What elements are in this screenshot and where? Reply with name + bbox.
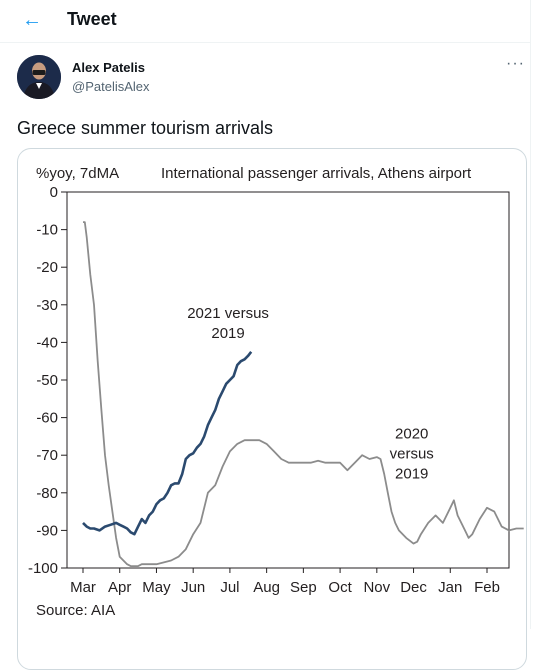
page-title: Tweet: [67, 9, 117, 29]
x-tick-label: Nov: [363, 579, 390, 596]
tweet-detail: Alex Patelis @PatelisAlex ··· Greece sum…: [0, 43, 531, 670]
x-tick-label: Feb: [474, 579, 500, 596]
x-tick-label: Dec: [400, 579, 427, 596]
series-label-2020: 2020: [395, 425, 428, 442]
author-name[interactable]: Alex Patelis: [72, 60, 145, 75]
chart-svg: %yoy, 7dMA International passenger arriv…: [28, 165, 524, 619]
y-axis-label: %yoy, 7dMA: [36, 165, 119, 182]
x-tick-label: Jan: [438, 579, 462, 596]
tweet-media-chart[interactable]: %yoy, 7dMA International passenger arriv…: [17, 148, 527, 670]
series-label-2020: 2019: [395, 465, 428, 482]
back-button[interactable]: ←: [18, 6, 46, 34]
series-label-2020: versus: [390, 445, 434, 462]
y-tick-label: -40: [36, 334, 58, 351]
y-tick-label: -10: [36, 222, 58, 239]
x-tick-label: Oct: [328, 579, 352, 596]
y-tick-label: -20: [36, 259, 58, 276]
chart-title: International passenger arrivals, Athens…: [161, 165, 472, 182]
series-lines: [82, 221, 524, 568]
x-tick-label: May: [142, 579, 171, 596]
arrow-left-icon: ←: [22, 9, 42, 31]
x-tick-label: Apr: [108, 579, 131, 596]
series-line-2021: [82, 351, 253, 536]
more-options-button[interactable]: ···: [506, 55, 525, 73]
x-ticks: Mar Apr May Jun Jul Aug Sep Oct Nov Dec Jan Feb: [70, 568, 500, 596]
series-line-2020: [83, 221, 524, 568]
series-label-2021: 2021 versus: [187, 305, 269, 322]
y-tick-label: -30: [36, 297, 58, 314]
chart-source: Source: AIA: [36, 602, 115, 619]
y-tick-label: -70: [36, 447, 58, 464]
x-tick-label: Aug: [253, 579, 280, 596]
plot-frame: [66, 191, 510, 569]
y-tick-label: -90: [36, 522, 58, 539]
series-labels: 2021 versus 2019 2020 versus 2019: [187, 305, 434, 482]
x-tick-label: Sep: [290, 579, 317, 596]
page-header: ← Tweet: [0, 0, 531, 43]
x-tick-label: Mar: [70, 579, 96, 596]
tweet-text: Greece summer tourism arrivals: [17, 118, 274, 138]
author-handle[interactable]: @PatelisAlex: [72, 79, 150, 94]
x-tick-label: Jun: [181, 579, 205, 596]
y-tick-label: 0: [50, 184, 58, 201]
avatar[interactable]: [17, 55, 61, 99]
x-tick-label: Jul: [220, 579, 239, 596]
more-icon: ···: [506, 55, 525, 72]
series-label-2021: 2019: [211, 325, 244, 342]
y-tick-label: -80: [36, 485, 58, 502]
y-tick-label: -100: [28, 560, 58, 577]
y-tick-label: -50: [36, 372, 58, 389]
y-tick-label: -60: [36, 410, 58, 427]
y-ticks: 0 -10 -20 -30 -40 -50 -60 -70 -80 -90 -100: [28, 184, 67, 577]
